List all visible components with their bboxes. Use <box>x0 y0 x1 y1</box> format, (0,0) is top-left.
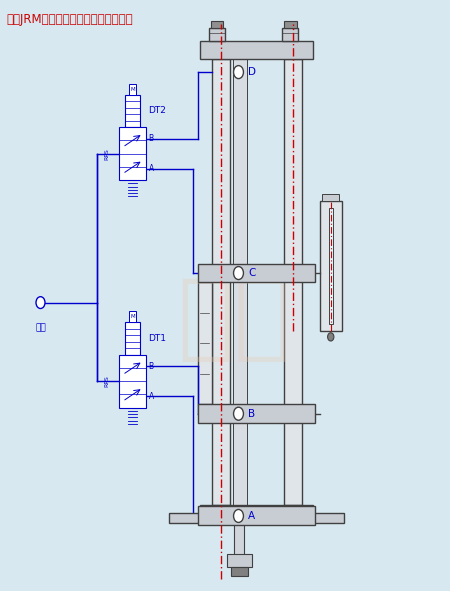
Bar <box>119 127 146 180</box>
Text: 玖容: 玖容 <box>177 273 291 365</box>
Bar <box>230 266 284 280</box>
Bar <box>227 554 252 567</box>
Text: DT1: DT1 <box>148 334 166 343</box>
Text: DT2: DT2 <box>148 106 166 115</box>
Bar <box>282 28 298 41</box>
Bar <box>328 208 333 324</box>
Text: B: B <box>148 134 153 143</box>
Text: A: A <box>148 392 154 401</box>
Circle shape <box>234 509 243 522</box>
Bar <box>212 59 230 505</box>
Bar <box>322 194 339 201</box>
Bar <box>125 95 140 127</box>
Text: M: M <box>130 314 135 319</box>
Bar <box>230 407 284 421</box>
Text: RPS: RPS <box>104 375 109 387</box>
Text: A: A <box>248 511 256 521</box>
Circle shape <box>234 267 243 280</box>
Text: B: B <box>248 409 256 418</box>
Text: A: A <box>148 164 154 173</box>
Bar <box>200 41 313 59</box>
Bar <box>284 59 302 505</box>
Circle shape <box>328 333 334 341</box>
Circle shape <box>36 297 45 309</box>
Bar <box>284 21 297 28</box>
Bar <box>209 28 225 41</box>
Bar <box>169 513 344 523</box>
Bar <box>198 506 315 525</box>
Bar <box>234 523 244 569</box>
Bar <box>198 282 212 404</box>
Bar <box>198 404 315 423</box>
Bar <box>125 322 140 355</box>
Bar <box>211 21 223 28</box>
Text: B: B <box>148 362 153 371</box>
Bar <box>119 355 146 408</box>
Text: C: C <box>248 268 256 278</box>
Bar <box>231 567 248 576</box>
Bar <box>198 264 315 282</box>
Text: D: D <box>248 67 256 77</box>
Text: 玖容JRM快速型气液增压缸气路连接图: 玖容JRM快速型气液增压缸气路连接图 <box>7 13 133 26</box>
Bar <box>200 505 313 523</box>
Bar <box>320 201 342 331</box>
Text: M: M <box>130 87 135 92</box>
Bar <box>129 84 136 95</box>
Circle shape <box>234 66 243 79</box>
Bar <box>129 311 136 322</box>
Bar <box>233 59 247 505</box>
Text: RPS: RPS <box>104 148 109 160</box>
Circle shape <box>234 407 243 420</box>
Text: 气源: 气源 <box>35 323 46 332</box>
